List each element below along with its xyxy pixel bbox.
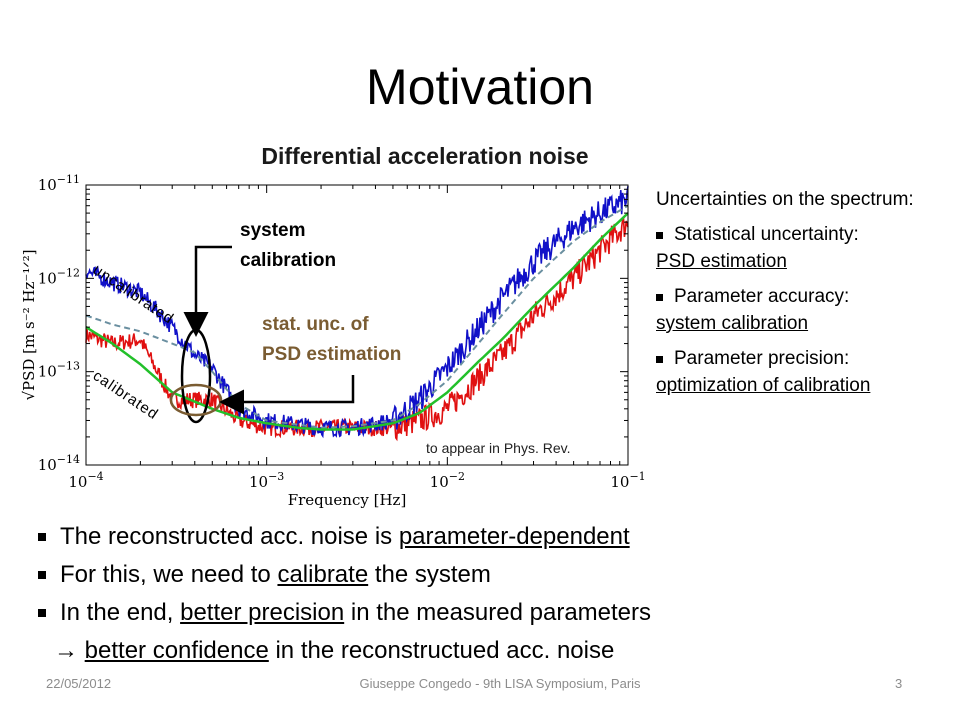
citation-note: to appear in Phys. Rev. (426, 440, 571, 456)
slide-title: Motivation (366, 59, 594, 115)
bullet-better-confidence: → better confidence in the reconstructue… (54, 637, 615, 664)
right-item-detail: PSD estimation (656, 251, 787, 272)
y-tick-label: 10−12 (38, 266, 80, 287)
system-calibration-label: system calibration (240, 216, 336, 276)
system-calibration-ellipse (180, 328, 212, 424)
stat-unc-line2: PSD estimation (262, 344, 402, 365)
bullet-better-precision: In the end, better precision in the meas… (38, 594, 651, 632)
right-item-statistical: Statistical uncertainty: PSD estimation (656, 221, 956, 275)
bullet-parameter-dependent: The reconstructed acc. noise is paramete… (38, 518, 651, 556)
bullet-calibrate: For this, we need to calibrate the syste… (38, 556, 651, 594)
stat-unc-arrow (219, 375, 355, 415)
calibrated-label: calibrated (90, 367, 162, 423)
y-tick-label: 10−11 (38, 173, 80, 194)
series-model (85, 212, 629, 431)
x-tick-label: 10−4 (68, 470, 103, 491)
right-panel-intro: Uncertainties on the spectrum: (656, 189, 914, 210)
system-calibration-line1: system (240, 220, 306, 241)
series-dashed (85, 204, 629, 429)
system-calibration-line2: calibration (240, 250, 337, 271)
bottom-bullets: The reconstructed acc. noise is paramete… (38, 518, 651, 670)
right-item-precision: Parameter precision: optimization of cal… (656, 345, 956, 399)
footer-center: Giuseppe Congedo - 9th LISA Symposium, P… (359, 676, 641, 691)
plot-frame (85, 184, 629, 466)
chart-heading: Differential acceleration noise (261, 143, 589, 169)
y-tick-label: 10−13 (38, 360, 80, 381)
right-item-label: Statistical uncertainty: (674, 224, 859, 245)
x-tick-label: 10−1 (610, 470, 645, 491)
x-tick-label: 10−3 (249, 470, 284, 491)
stat-unc-label: stat. unc. of PSD estimation (262, 310, 401, 370)
system-calibration-arrow (183, 245, 232, 337)
stat-unc-line1: stat. unc. of (262, 314, 369, 335)
right-item-label: Parameter accuracy: (674, 286, 850, 307)
y-axis-label: √PSD [m s⁻² Hz⁻¹ᐟ²] (20, 249, 38, 400)
right-panel: Uncertainties on the spectrum: Statistic… (656, 186, 956, 399)
footer-page: 3 (895, 676, 903, 691)
x-axis-label: Frequency [Hz] (288, 491, 407, 509)
y-tick-label: 10−14 (38, 453, 80, 474)
right-item-detail: system calibration (656, 313, 809, 334)
x-tick-label: 10−2 (430, 470, 465, 491)
right-item-label: Parameter precision: (674, 348, 850, 369)
right-item-detail: optimization of calibration (656, 375, 871, 396)
uncalibrated-label: uncalibrated (90, 261, 177, 328)
footer-date: 22/05/2012 (46, 676, 112, 691)
right-item-accuracy: Parameter accuracy: system calibration (656, 283, 956, 337)
